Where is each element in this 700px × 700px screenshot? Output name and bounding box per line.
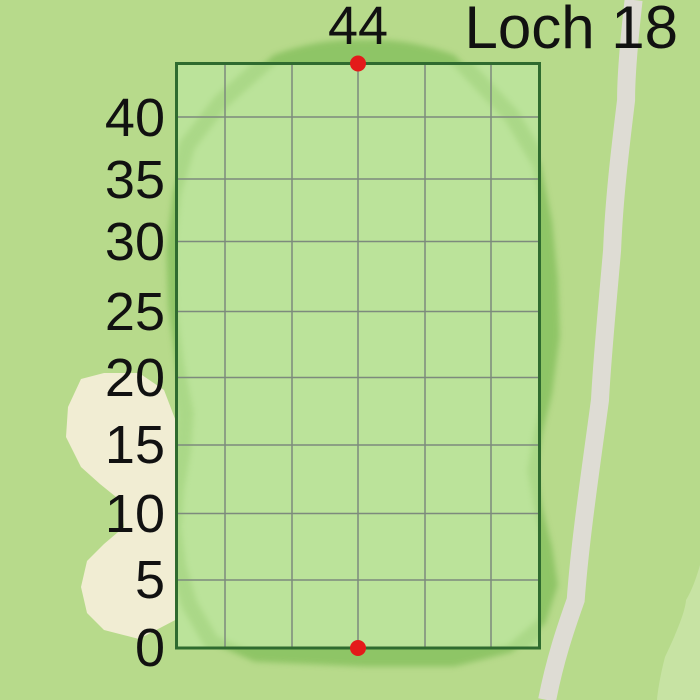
svg-text:44: 44 [328, 0, 388, 56]
svg-text:40: 40 [105, 88, 165, 148]
svg-text:Loch 18: Loch 18 [464, 0, 678, 61]
svg-text:0: 0 [135, 618, 165, 678]
svg-text:15: 15 [105, 415, 165, 475]
svg-text:35: 35 [105, 150, 165, 210]
svg-text:10: 10 [105, 484, 165, 544]
svg-text:5: 5 [135, 550, 165, 610]
svg-text:20: 20 [105, 348, 165, 408]
svg-text:25: 25 [105, 282, 165, 342]
svg-text:30: 30 [105, 212, 165, 272]
